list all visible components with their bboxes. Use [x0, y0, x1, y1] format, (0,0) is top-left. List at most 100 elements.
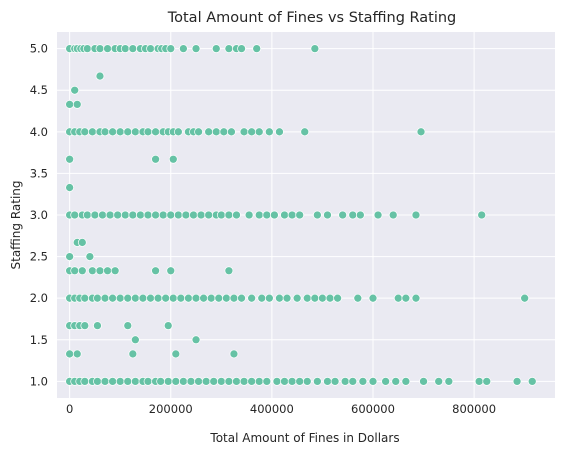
data-point	[295, 377, 305, 386]
data-point	[120, 44, 130, 53]
data-point	[262, 210, 272, 220]
data-point	[110, 266, 120, 276]
data-point	[282, 293, 292, 303]
data-point	[209, 377, 219, 386]
data-point	[103, 266, 112, 276]
data-point	[287, 210, 297, 220]
data-point	[482, 377, 492, 386]
data-point	[477, 210, 487, 220]
data-point	[206, 293, 216, 303]
data-point	[161, 293, 171, 303]
x-tick-label: 0	[66, 402, 73, 416]
data-point	[184, 293, 193, 303]
data-point	[348, 377, 358, 386]
x-tick-label: 800000	[452, 402, 496, 416]
x-tick-label: 200000	[149, 402, 193, 416]
data-point	[186, 377, 196, 386]
data-point	[128, 44, 138, 53]
data-point	[166, 210, 176, 220]
data-point	[93, 293, 102, 303]
data-point	[239, 127, 249, 137]
data-point	[313, 210, 322, 220]
x-axis-label: Total Amount of Fines in Dollars	[209, 431, 399, 445]
data-point	[171, 349, 181, 359]
data-point	[196, 210, 206, 220]
data-point	[280, 210, 289, 220]
y-tick-label: 4.0	[30, 125, 48, 139]
data-point	[131, 377, 140, 386]
data-point	[168, 293, 178, 303]
data-point	[411, 293, 421, 303]
data-point	[381, 377, 390, 386]
data-point	[280, 377, 289, 386]
data-point	[401, 377, 411, 386]
data-point	[123, 377, 133, 386]
data-point	[252, 44, 262, 53]
y-tick-labels: 1.0 1.5 2.0 2.5 3.0 3.5 4.0 4.5 5.0	[30, 42, 48, 389]
data-point	[338, 210, 348, 220]
chart-title: Total Amount of Fines vs Staffing Rating	[167, 10, 457, 26]
data-point	[151, 210, 160, 220]
data-point	[237, 293, 246, 303]
data-point	[158, 210, 168, 220]
data-point	[194, 127, 203, 137]
data-point	[224, 44, 234, 53]
data-point	[181, 210, 191, 220]
data-point	[70, 210, 80, 220]
data-point	[98, 210, 107, 220]
data-point	[216, 210, 226, 220]
data-point	[65, 154, 74, 164]
data-point	[393, 293, 403, 303]
data-point	[90, 210, 100, 220]
data-point	[189, 210, 198, 220]
data-point	[419, 377, 428, 386]
data-point	[143, 210, 153, 220]
data-point	[358, 377, 368, 386]
data-point	[65, 252, 74, 261]
data-point	[146, 44, 155, 53]
data-point	[254, 377, 264, 386]
data-point	[353, 293, 363, 303]
data-point	[295, 210, 305, 220]
data-point	[77, 238, 87, 247]
data-points	[65, 44, 537, 386]
y-tick-label: 2.0	[30, 291, 48, 305]
y-tick-label: 3.0	[30, 208, 48, 222]
data-point	[179, 377, 188, 386]
data-point	[65, 100, 74, 109]
data-point	[138, 293, 148, 303]
data-point	[444, 377, 454, 386]
x-tick-label: 600000	[351, 402, 395, 416]
data-point	[310, 293, 320, 303]
data-point	[368, 377, 378, 386]
data-point	[388, 210, 398, 220]
data-point	[229, 349, 239, 359]
data-point	[323, 210, 332, 220]
data-point	[302, 293, 312, 303]
y-tick-label: 4.5	[30, 83, 48, 97]
data-point	[82, 44, 92, 53]
data-point	[128, 210, 138, 220]
data-point	[391, 377, 401, 386]
data-point	[146, 293, 155, 303]
data-point	[123, 321, 133, 330]
data-point	[247, 377, 256, 386]
data-point	[173, 127, 183, 137]
data-point	[211, 127, 221, 137]
data-point	[199, 293, 208, 303]
data-point	[131, 335, 140, 345]
data-point	[179, 44, 188, 53]
data-point	[214, 293, 224, 303]
data-point	[520, 293, 530, 303]
y-axis-label: Staffing Rating	[9, 180, 23, 269]
data-point	[131, 127, 140, 137]
data-point	[222, 293, 231, 303]
data-point	[166, 44, 176, 53]
data-point	[302, 377, 312, 386]
data-point	[95, 71, 105, 81]
data-point	[93, 377, 102, 386]
data-point	[264, 127, 274, 137]
x-tick-label: 400000	[250, 402, 294, 416]
data-point	[108, 377, 117, 386]
